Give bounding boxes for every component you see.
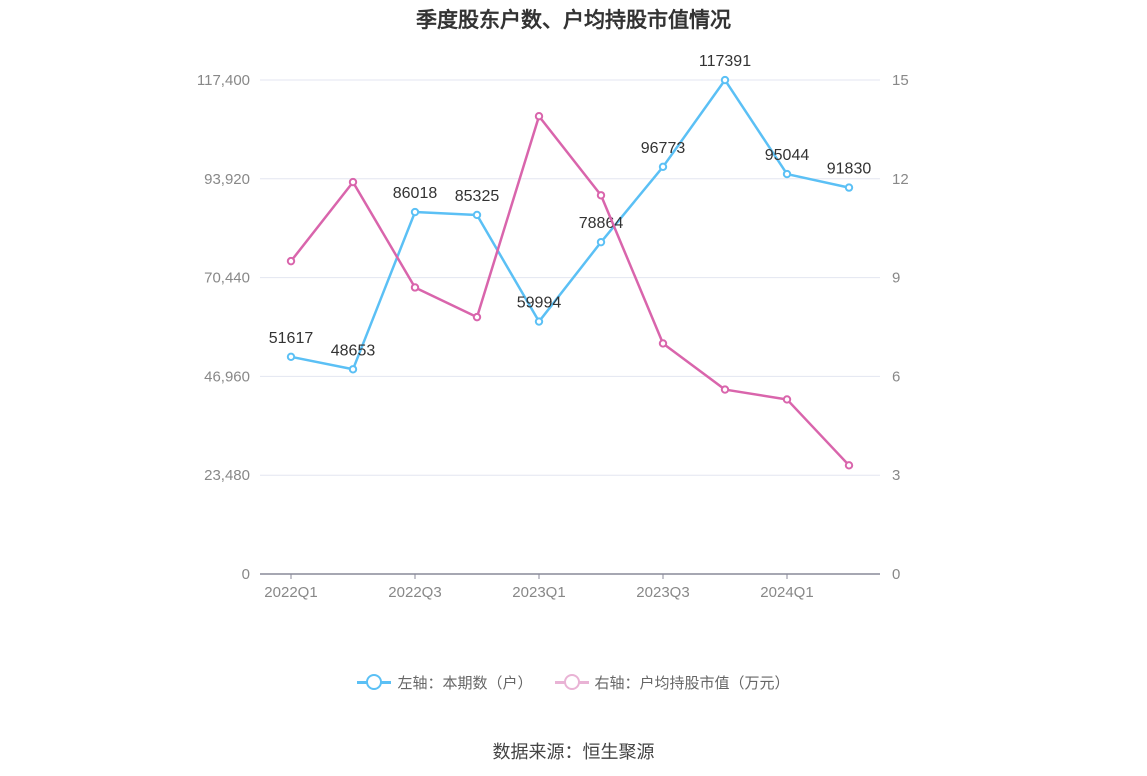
right-axis-tick-label: 6 [892,368,900,385]
legend-right-marker [554,674,589,690]
legend-left-label: 左轴：本期数（户） [397,674,533,692]
chart-title: 季度股东户数、户均持股市值情况 [416,8,731,32]
left-series-point [658,162,668,171]
x-axis-tick-label: 2024Q1 [760,584,813,601]
left-series-point [410,207,420,217]
legend-left-marker [357,674,392,690]
data-label: 91830 [827,161,872,178]
legend-left-dot [366,674,383,690]
left-axis-tick-label: 117,400 [197,72,250,89]
left-axis-tick-label: 93,920 [204,171,250,188]
left-series-point [472,210,482,220]
legend-right-label: 右轴：户均持股市值（万元） [594,674,790,692]
right-series-point [658,339,668,348]
right-series-point [472,312,482,322]
right-series-point [410,283,420,292]
x-axis-tick-label: 2022Q1 [264,584,317,601]
right-axis-tick-label: 12 [892,171,909,188]
legend-item-right-series[interactable]: 右轴：户均持股市值（万元） [554,672,790,693]
legend-right-dot [563,674,580,690]
data-label: 85325 [455,188,500,205]
x-axis-tick-label: 2023Q1 [512,584,565,601]
data-source: 数据来源：恒生聚源 [492,742,655,763]
right-series-point [534,112,544,121]
right-axis-tick-label: 0 [892,566,900,583]
right-axis-tick-label: 3 [892,467,900,484]
left-axis-tick-label: 70,440 [204,270,250,287]
data-label: 59994 [517,295,562,312]
left-series-point [286,352,296,362]
chart-area: 0 23,480 46,960 70,440 93,920 117,400 0 3 6 9 12 15… [197,53,909,601]
right-series-point [720,385,730,394]
left-series-point [534,317,544,326]
right-series-point [286,256,296,266]
left-series-point [348,365,358,374]
right-axis-tick-label: 9 [892,270,900,287]
left-series-point [844,183,854,192]
data-label: 96773 [641,140,686,157]
data-label: 117391 [699,53,751,70]
right-series-point [348,177,358,187]
left-axis-tick-label: 0 [242,566,250,583]
data-label: 95044 [765,147,810,164]
data-label: 86018 [393,185,438,202]
left-series-point [782,169,792,179]
data-label: 51617 [269,330,314,347]
right-series-point [596,191,606,200]
right-series-point [782,395,792,404]
legend: 左轴：本期数（户） 右轴：户均持股市值（万元） [0,672,1147,693]
legend-item-left-series[interactable]: 左轴：本期数（户） [357,672,533,693]
left-series-line [290,78,850,371]
right-series-line [290,114,850,467]
x-axis-tick-label: 2022Q3 [388,584,441,601]
left-axis-tick-label: 23,480 [204,467,250,484]
right-series-point [844,461,854,470]
x-axis-tick-label: 2023Q3 [636,584,689,601]
right-axis-tick-label: 15 [892,72,909,89]
left-series-point [596,237,606,247]
left-axis-tick-label: 46,960 [204,368,250,385]
data-label: 48653 [331,342,376,359]
left-series-point [720,75,730,85]
